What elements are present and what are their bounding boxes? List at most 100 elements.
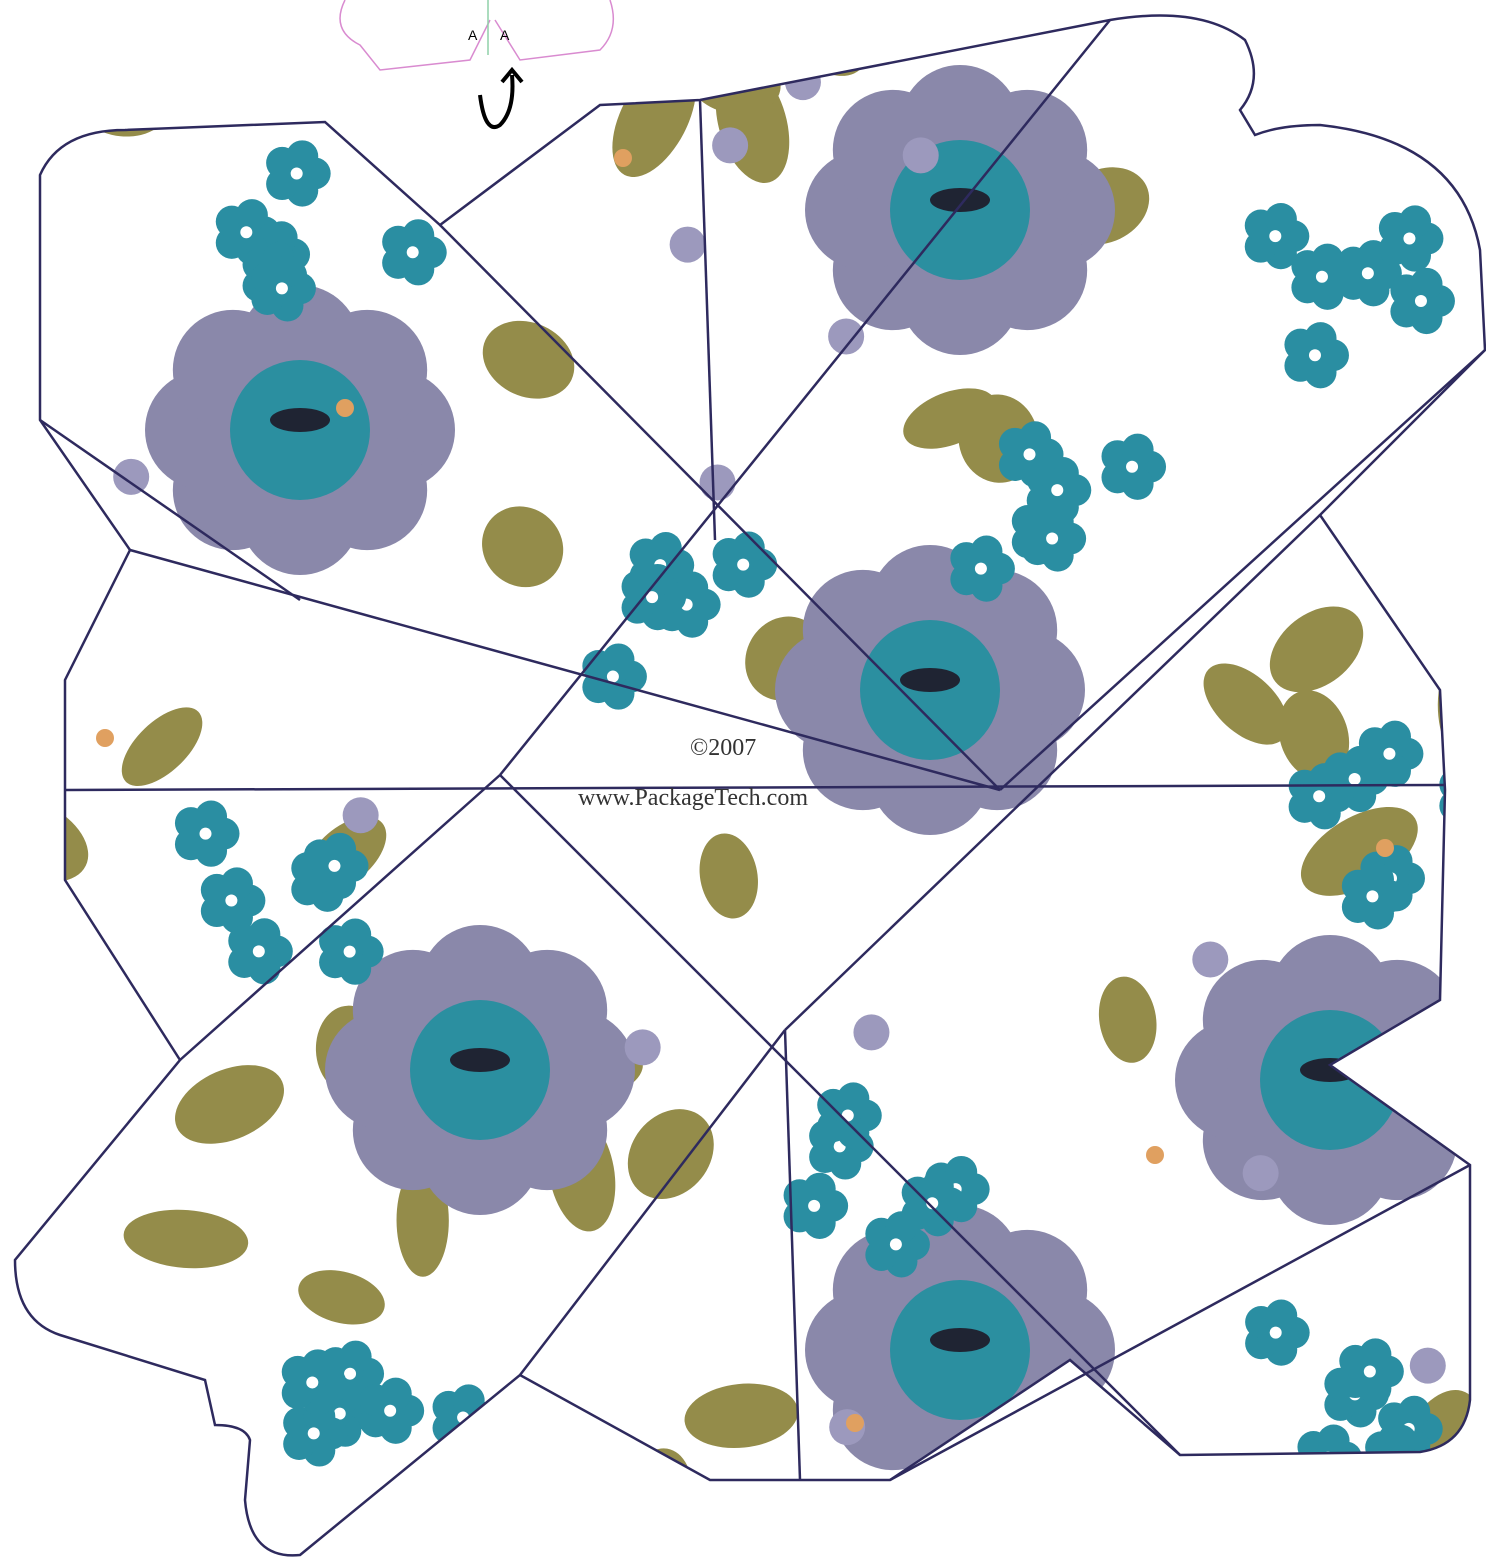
berry bbox=[902, 137, 939, 174]
rose-heart bbox=[930, 1328, 990, 1352]
blossom-center bbox=[1361, 267, 1374, 280]
rose-heart bbox=[270, 408, 330, 432]
fold-line bbox=[519, 1029, 786, 1376]
blossom-petal bbox=[1410, 267, 1443, 300]
blossom-petal bbox=[286, 140, 319, 173]
blossom-center bbox=[1348, 772, 1361, 785]
leaf bbox=[121, 707, 203, 787]
blossom-center bbox=[240, 226, 253, 239]
blossom-petal bbox=[402, 219, 435, 252]
blossom-center bbox=[252, 945, 265, 958]
blossom-center bbox=[737, 558, 750, 571]
fold-line bbox=[499, 19, 1111, 776]
blossom-petal bbox=[837, 1082, 870, 1115]
blossom-petal bbox=[1317, 1424, 1350, 1457]
blossom-petal bbox=[1019, 421, 1052, 454]
blossom-petal bbox=[1459, 761, 1485, 794]
fold-line bbox=[129, 548, 1001, 792]
blossom-petal bbox=[379, 1377, 412, 1410]
leaf bbox=[214, 15, 275, 56]
blossom-center bbox=[1051, 484, 1064, 497]
blossom-petal bbox=[1265, 1299, 1298, 1332]
berry bbox=[15, 742, 19, 779]
blossom-center bbox=[306, 1376, 319, 1389]
fold-line bbox=[64, 783, 1446, 792]
berry bbox=[1232, 1535, 1269, 1556]
blossom-petal bbox=[271, 255, 304, 288]
glue-dot bbox=[614, 149, 632, 167]
rose-heart bbox=[930, 188, 990, 212]
blossom-center bbox=[889, 1238, 902, 1251]
blossom-petal bbox=[1398, 1395, 1431, 1428]
blossom-petal bbox=[1361, 863, 1394, 896]
blossom-center bbox=[1366, 890, 1379, 903]
berry bbox=[663, 15, 700, 24]
leaf bbox=[298, 1270, 385, 1325]
blossom-center bbox=[275, 282, 288, 295]
blossom-center bbox=[225, 894, 238, 907]
berry bbox=[853, 1014, 890, 1051]
blossom-petal bbox=[1344, 745, 1377, 778]
blossom-center bbox=[1269, 1326, 1282, 1339]
blossom-petal bbox=[945, 1155, 978, 1188]
rose-heart bbox=[450, 1048, 510, 1072]
leaf bbox=[123, 1209, 249, 1269]
blossom-petal bbox=[1308, 763, 1341, 796]
blossom-petal bbox=[1121, 433, 1154, 466]
blossom-center bbox=[1414, 294, 1427, 307]
blossom-petal bbox=[1311, 243, 1344, 276]
fold-line bbox=[179, 774, 501, 1061]
blossom-petal bbox=[339, 918, 372, 951]
glue-dot bbox=[1146, 1146, 1164, 1164]
blossom-center bbox=[1389, 1451, 1402, 1464]
leaf bbox=[699, 833, 758, 919]
blossom-center bbox=[384, 1404, 397, 1417]
blossom-center bbox=[1023, 448, 1036, 461]
blossom-petal bbox=[921, 1170, 954, 1203]
blossom-petal bbox=[970, 535, 1003, 568]
blossom-center bbox=[1313, 790, 1326, 803]
berry bbox=[230, 15, 267, 23]
blossom-center bbox=[1046, 532, 1059, 545]
leaf bbox=[684, 1383, 799, 1449]
glue-dot bbox=[1376, 839, 1394, 857]
leaf bbox=[1203, 663, 1289, 745]
blossom-center bbox=[1463, 789, 1476, 802]
blossom-petal bbox=[803, 1172, 836, 1205]
fold-line bbox=[698, 99, 717, 541]
blossom-petal bbox=[1359, 1338, 1392, 1371]
blossom-center bbox=[1403, 232, 1416, 245]
leaf bbox=[482, 320, 575, 399]
blossom-center bbox=[199, 827, 212, 840]
blossom-petal bbox=[1459, 796, 1485, 829]
blossom-center bbox=[406, 246, 419, 259]
blossom-petal bbox=[1317, 1458, 1350, 1491]
leaf bbox=[903, 388, 997, 449]
glue-dot bbox=[336, 399, 354, 417]
blossom-center bbox=[328, 859, 341, 872]
blossom-center bbox=[1269, 230, 1282, 243]
blossom-petal bbox=[1399, 205, 1432, 238]
blossom-center bbox=[333, 1407, 346, 1420]
leaf bbox=[1386, 457, 1453, 558]
leaf bbox=[1098, 976, 1157, 1063]
diagram-label: A bbox=[500, 27, 510, 43]
watermark-url: www.PackageTech.com bbox=[578, 785, 808, 811]
blossom-petal bbox=[339, 1340, 372, 1373]
blossom-center bbox=[1383, 747, 1396, 760]
rose-heart bbox=[1300, 1058, 1360, 1082]
blossom-center bbox=[1126, 460, 1139, 473]
blossom-center bbox=[646, 591, 659, 604]
fold-line bbox=[39, 418, 301, 602]
blossom-petal bbox=[452, 1384, 485, 1417]
leaf bbox=[95, 26, 173, 123]
fold-diagram: A A bbox=[339, 0, 615, 129]
copyright: ©2007 bbox=[690, 735, 756, 761]
glue-dot bbox=[846, 1414, 864, 1432]
blossom-petal bbox=[301, 1349, 334, 1382]
berry bbox=[113, 458, 150, 495]
blossom-petal bbox=[1385, 1459, 1418, 1492]
blossom-center bbox=[1363, 1365, 1376, 1378]
